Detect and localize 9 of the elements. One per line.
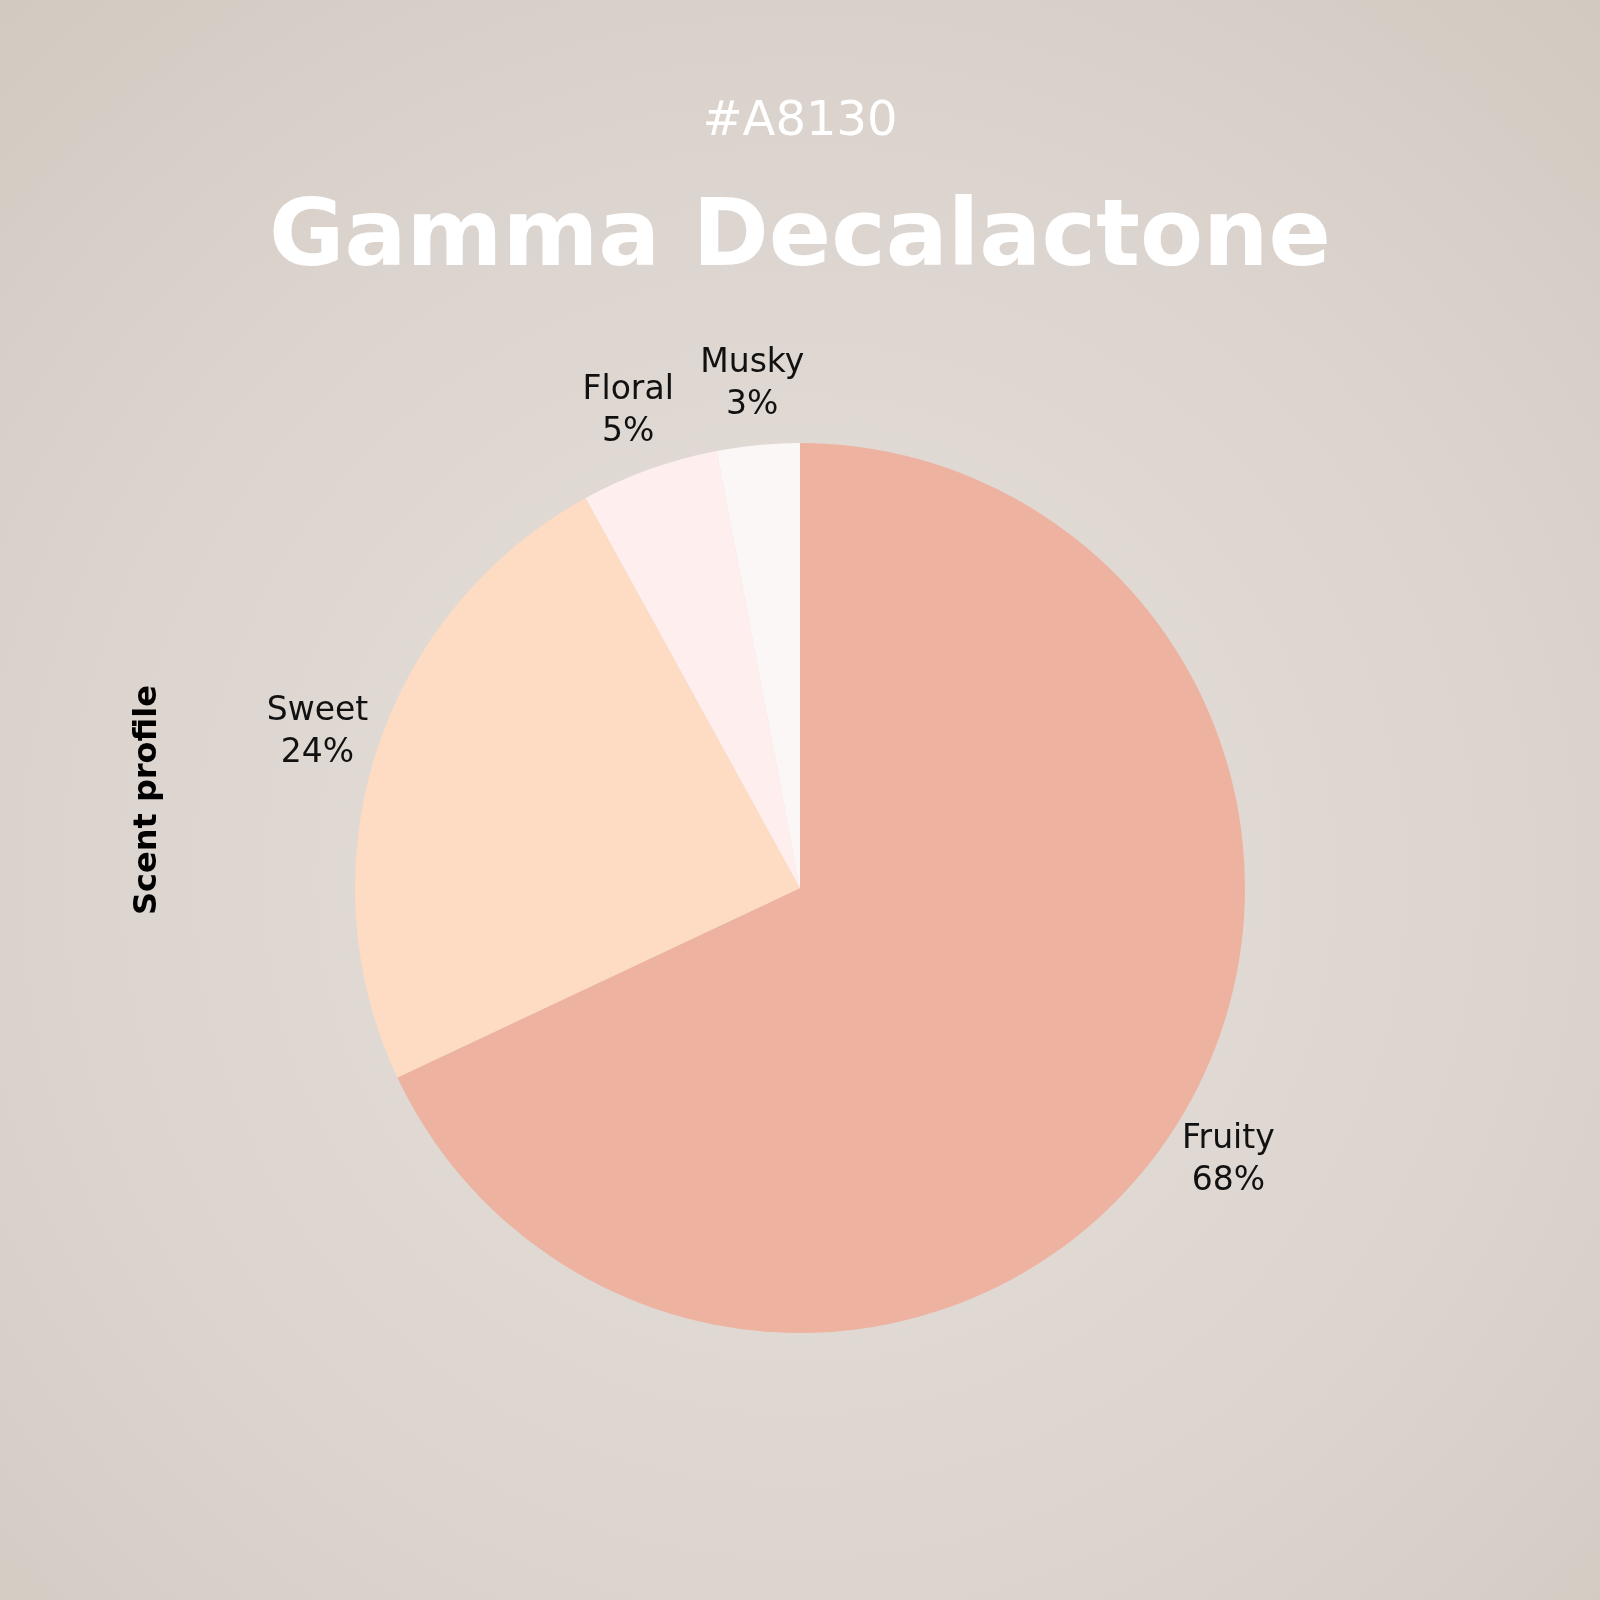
data-label: 3% [726, 382, 779, 422]
slice-label: Musky [700, 340, 805, 380]
data-label: 68% [1191, 1159, 1266, 1199]
data-label: 24% [280, 730, 355, 770]
slice-label: Floral [582, 368, 674, 408]
text: Scent profile [126, 685, 164, 915]
data-label: 5% [601, 410, 655, 450]
slice-label: Fruity [1181, 1117, 1275, 1157]
slice-label: Sweet [266, 688, 369, 728]
